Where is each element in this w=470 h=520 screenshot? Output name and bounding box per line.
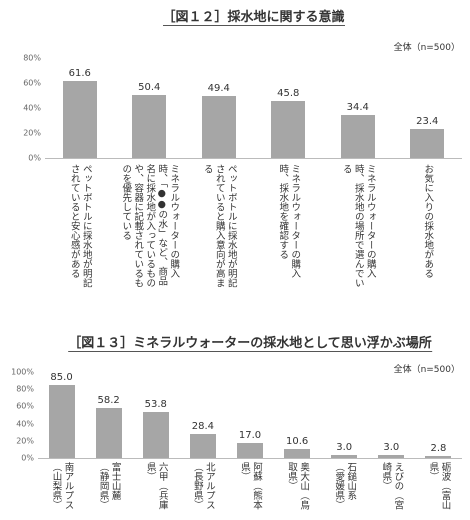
x-tick-label: 奥大山（鳥取県） — [286, 462, 310, 510]
bar — [378, 455, 405, 458]
x-tick-label: 石鎚山系（愛媛県） — [333, 462, 357, 510]
bar — [132, 95, 167, 158]
data-label: 58.2 — [97, 394, 120, 406]
y-tick-label: 0% — [21, 453, 34, 463]
bar — [237, 443, 263, 458]
data-label: 3.0 — [383, 442, 400, 454]
data-label: 61.6 — [68, 68, 91, 79]
chart-title: ［図１２］採水地に関する意識 — [162, 6, 345, 26]
y-tick-label: 100% — [11, 367, 34, 377]
bar — [271, 100, 306, 158]
bar — [340, 115, 375, 158]
y-tick-label: 60% — [16, 401, 34, 411]
data-label: 3.0 — [336, 442, 353, 454]
x-tick-label: 南アルプス（山梨県） — [50, 462, 74, 510]
x-tick-label: 阿蘇（熊本県） — [239, 462, 262, 510]
x-tick-label: ミネラルウォーターの購入時、採水地の場所で選んでいる — [340, 164, 376, 288]
data-label: 85.0 — [50, 371, 73, 383]
x-tick-label: 六甲（兵庫県） — [144, 462, 168, 510]
data-label: 34.4 — [346, 102, 369, 113]
y-tick-label: 20% — [23, 128, 41, 138]
x-tick-label: ミネラルウォーターの購入時、「●●の水」など、商品名に採水地が入っているものや、… — [120, 164, 180, 288]
bar — [425, 455, 452, 458]
x-tick-label: ミネラルウォーターの購入時、採水地を確認する — [277, 164, 301, 278]
x-axis — [45, 158, 462, 159]
data-label: 49.4 — [207, 83, 230, 95]
bar — [142, 411, 169, 458]
y-tick-label: 20% — [16, 436, 34, 446]
y-tick-label: 40% — [23, 103, 41, 113]
y-tick-label: 80% — [23, 53, 41, 63]
data-label: 45.8 — [277, 87, 300, 99]
data-label: 2.8 — [430, 442, 447, 454]
data-label: 10.6 — [285, 435, 309, 447]
y-tick-label: 60% — [23, 78, 41, 88]
bar — [410, 128, 445, 158]
x-tick-label: 砺波（富山県） — [427, 462, 451, 510]
x-tick-label: 北アルプス（長野県） — [191, 462, 215, 510]
data-label: 28.4 — [191, 420, 215, 432]
data-label: 50.4 — [138, 82, 161, 93]
y-tick-label: 80% — [16, 384, 34, 394]
data-label: 17.0 — [238, 430, 262, 442]
x-tick-label: 富士山麓（静岡県） — [97, 462, 121, 510]
x-tick-label: お気に入りの採水地がある — [422, 164, 434, 278]
data-label: 23.4 — [416, 115, 439, 127]
y-tick-label: 40% — [16, 419, 34, 429]
bar — [62, 81, 97, 158]
x-axis — [38, 458, 462, 459]
data-label: 53.8 — [144, 398, 167, 410]
x-tick-label: ペットボトルに採水地が明記されていると安心感がある — [68, 164, 92, 288]
bar — [189, 433, 216, 458]
bar — [48, 384, 75, 458]
chart-note: 全体（n=500） — [393, 365, 460, 375]
bar — [331, 455, 358, 458]
bar — [201, 96, 236, 158]
x-tick-label: えびの（宮崎県） — [380, 462, 404, 510]
x-tick-label: ペットボトルに採水地が明記されていると購入意向が高まる — [201, 164, 237, 288]
bar — [95, 407, 122, 458]
chart-note: 全体（n=500） — [393, 43, 460, 53]
chart-title: ［図１３］ミネラルウォーターの採水地として思い浮かぶ場所 — [68, 332, 432, 352]
bar — [284, 448, 311, 458]
y-tick-label: 0% — [28, 153, 41, 163]
